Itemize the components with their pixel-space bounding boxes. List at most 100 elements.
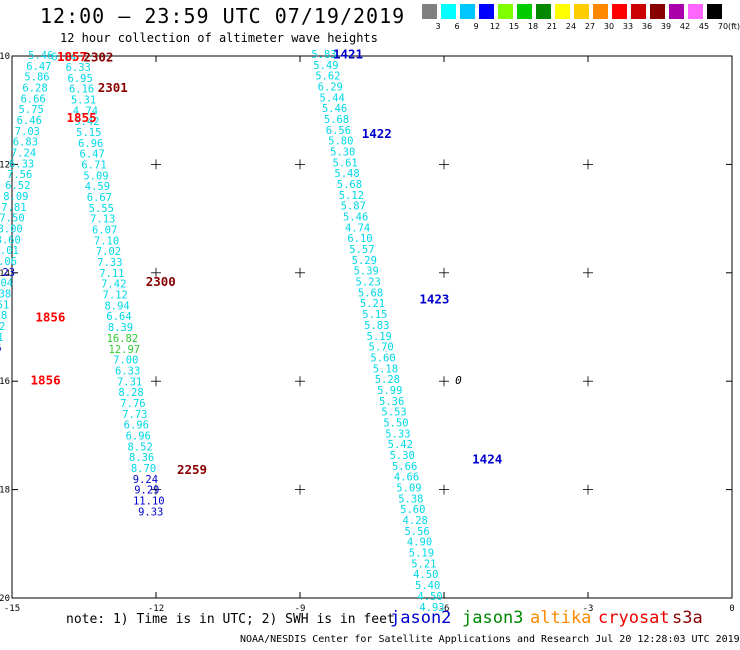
position-marker: 0 [455, 374, 462, 387]
swh-value: 5.12 [339, 190, 364, 202]
colorbar-label: 42 [679, 22, 691, 31]
swh-value: 8.12 [0, 321, 5, 333]
time-label: 1856 [35, 309, 65, 324]
swh-value: 4.50 [417, 591, 442, 603]
swh-value: 4.74 [73, 105, 98, 117]
swh-value: 6.16 [69, 84, 94, 96]
swh-value: 5.42 [74, 116, 99, 128]
colorbar-label: 33 [622, 22, 634, 31]
lon-tick-label: -9 [295, 604, 306, 614]
colorbar-swatch [498, 4, 513, 19]
swh-value: 5.62 [315, 71, 340, 83]
swh-value: 6.83 [13, 137, 38, 149]
swh-value: 5.15 [76, 127, 101, 139]
lon-tick-label: -15 [4, 604, 20, 614]
swh-value: 5.18 [373, 363, 398, 375]
swh-value: 6.10 [347, 233, 372, 245]
swh-value: 8.52 [128, 441, 153, 453]
time-label: 2300 [146, 274, 176, 289]
swh-value: 4.74 [345, 222, 370, 234]
satellite-cryosat: cryosat [598, 608, 670, 628]
axis-ticks: -15 -12 -9 -6 -3 0 -10 -12 -14 -16 -18 -20 [0, 52, 735, 614]
swh-value: 8.60 [0, 234, 21, 246]
swh-value: 16.82 [107, 333, 139, 345]
swh-value: 5.80 [328, 136, 353, 148]
colorbar-label: 12 [489, 22, 501, 31]
satellite-jason3: jason3 [462, 608, 524, 628]
lon-tick-label: -12 [148, 604, 164, 614]
time-label: 2301 [98, 80, 128, 95]
swh-value: 6.46 [17, 115, 42, 127]
lon-tick-label: -6 [439, 604, 450, 614]
swh-value: 7.12 [103, 290, 128, 302]
swh-value: 7.31 [117, 376, 142, 388]
swh-value: 5.66 [392, 461, 417, 473]
swh-value: 5.46 [28, 50, 53, 62]
swh-value: 5.49 [313, 60, 338, 72]
swh-value: 5.61 [332, 157, 357, 169]
swh-value: 5.21 [360, 298, 385, 310]
swh-value: 5.19 [367, 331, 392, 343]
satellite-jason2: jason2 [390, 608, 452, 628]
swh-value: 5.53 [381, 407, 406, 419]
swh-value: 5.09 [396, 483, 421, 495]
colorbar-label: 36 [641, 22, 653, 31]
swh-value: 6.56 [326, 125, 351, 137]
swh-value: 5.21 [411, 558, 436, 570]
colorbar-swatch [574, 4, 589, 19]
lat-tick-label: -10 [0, 52, 10, 62]
colorbar-swatch [650, 4, 665, 19]
footnote: note: 1) Time is in UTC; 2) SWH is in fe… [66, 612, 395, 627]
swh-value: 5.36 [379, 396, 404, 408]
colorbar-swatch [593, 4, 608, 19]
swh-value: 6.96 [78, 138, 103, 150]
swh-value: 4.93 [419, 602, 444, 614]
plot-border [11, 55, 733, 599]
swh-value: 7.00 [113, 355, 138, 367]
satellite-s3a: s3a [672, 608, 703, 628]
colorbar-swatch [517, 4, 532, 19]
swh-value: 5.50 [383, 417, 408, 429]
swh-value: 6.33 [66, 62, 91, 74]
swh-value: 5.48 [334, 168, 359, 180]
swh-value: 6.95 [68, 73, 93, 85]
swh-value: 12.97 [109, 344, 141, 356]
colorbar-swatch [460, 4, 475, 19]
swh-value: 8.06 [0, 256, 17, 268]
swh-value: 5.70 [368, 342, 393, 354]
swh-value: 8.04 [0, 278, 13, 290]
swh-value: 8.38 [0, 288, 11, 300]
swh-value: 7.11 [99, 268, 124, 280]
time-label: 1424 [472, 451, 502, 466]
swh-value: 5.38 [398, 493, 423, 505]
colorbar-label: 70 [717, 22, 729, 31]
lon-tick-label: 0 [729, 604, 734, 614]
swh-value: 6.96 [124, 420, 149, 432]
colorbar-swatch [707, 4, 722, 19]
lat-tick-label: -12 [0, 160, 10, 170]
swh-value: 7.03 [15, 126, 40, 138]
swh-value: 6.33 [9, 158, 34, 170]
colorbar-label: 9 [473, 22, 479, 31]
time-label: 1423 [419, 291, 449, 306]
swh-value: 7.56 [7, 169, 32, 181]
plot-frame [11, 55, 733, 599]
swh-value: 7.81 [1, 202, 26, 214]
lat-tick-label: -14 [0, 269, 10, 279]
swh-value: 8.31 [0, 332, 4, 344]
swh-value: 5.60 [370, 352, 395, 364]
swh-value: 8.00 [0, 223, 23, 235]
swh-value: 6.47 [26, 61, 51, 73]
colorbar-swatch [441, 4, 456, 19]
colorbar-swatch [536, 4, 551, 19]
swh-value: 6.07 [92, 225, 117, 237]
swh-value: 4.50 [413, 569, 438, 581]
swh-value: 5.40 [415, 580, 440, 592]
swh-value: 5.83 [311, 49, 336, 61]
colorbar-swatch [669, 4, 684, 19]
swh-value: 5.46 [322, 103, 347, 115]
swh-value: 6.33 [115, 365, 140, 377]
swh-value: 7.73 [122, 409, 147, 421]
